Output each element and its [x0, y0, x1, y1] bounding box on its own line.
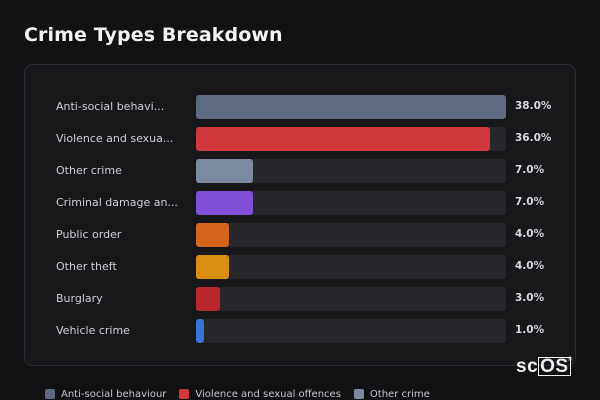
bar: [196, 319, 204, 343]
bar-track: [196, 255, 506, 279]
bar-category-label: Criminal damage an...: [56, 196, 178, 209]
legend-label: Violence and sexual offences: [195, 388, 341, 400]
bar-value-label: 38.0%: [515, 100, 552, 112]
bar-category-label: Burglary: [56, 292, 103, 305]
bar-category-label: Violence and sexua...: [56, 132, 174, 145]
legend-label: Anti-social behaviour: [61, 388, 167, 400]
bar-row: Criminal damage an... 7.0%: [25, 191, 577, 215]
bar-value-label: 1.0%: [515, 324, 545, 336]
bar-track: [196, 127, 506, 151]
bar-track: [196, 191, 506, 215]
bar: [196, 287, 220, 311]
bar-row: Other theft 4.0%: [25, 255, 577, 279]
bar-track: [196, 319, 506, 343]
legend-item: Anti-social behaviour: [45, 389, 166, 400]
legend-item: Violence and sexual offences: [179, 389, 341, 400]
bar: [196, 191, 253, 215]
bar-value-label: 36.0%: [515, 132, 552, 144]
bar: [196, 95, 506, 119]
bar: [196, 159, 253, 183]
bar-row: Other crime 7.0%: [25, 159, 577, 183]
legend-item: Other crime: [353, 388, 430, 400]
bar-row: Burglary 3.0%: [25, 287, 577, 311]
registered-mark: ®: [567, 356, 573, 363]
chart-panel: Anti-social behavi... 38.0% Violence and s…: [24, 64, 576, 366]
legend-swatch: [179, 389, 190, 399]
legend-label: Other crime: [369, 388, 430, 400]
bar-track: [196, 95, 506, 119]
bar-value-label: 4.0%: [515, 260, 545, 272]
bar-row: Violence and sexua... 36.0%: [25, 127, 577, 151]
bar-value-label: 7.0%: [515, 196, 545, 208]
bar: [196, 223, 229, 247]
bar: [196, 255, 229, 279]
logo-boxed-text: OS: [538, 356, 571, 377]
bar-row: Vehicle crime 1.0%: [25, 319, 577, 343]
bar-category-label: Other crime: [56, 164, 122, 177]
logo-prefix: sc: [516, 356, 539, 377]
bar-track: [196, 287, 506, 311]
legend-swatch: [45, 389, 55, 399]
bar-row: Public order 4.0%: [25, 223, 577, 247]
chart-legend: Anti-social behaviour Violence and sexual…: [45, 387, 443, 400]
bar-row: Anti-social behavi... 38.0%: [25, 95, 577, 119]
bar-value-label: 3.0%: [515, 292, 545, 304]
bar-value-label: 7.0%: [515, 164, 545, 176]
bar: [196, 127, 490, 151]
bar-value-label: 4.0%: [515, 228, 545, 240]
bar-category-label: Vehicle crime: [56, 324, 130, 337]
legend-swatch: [353, 389, 364, 399]
bar-track: [196, 223, 506, 247]
brand-logo: sc OS: [516, 356, 571, 378]
bar-track: [196, 159, 506, 183]
chart-title: Crime Types Breakdown: [24, 24, 283, 46]
bar-category-label: Public order: [56, 228, 122, 241]
bar-category-label: Other theft: [56, 260, 117, 273]
bar-category-label: Anti-social behavi...: [56, 100, 165, 113]
